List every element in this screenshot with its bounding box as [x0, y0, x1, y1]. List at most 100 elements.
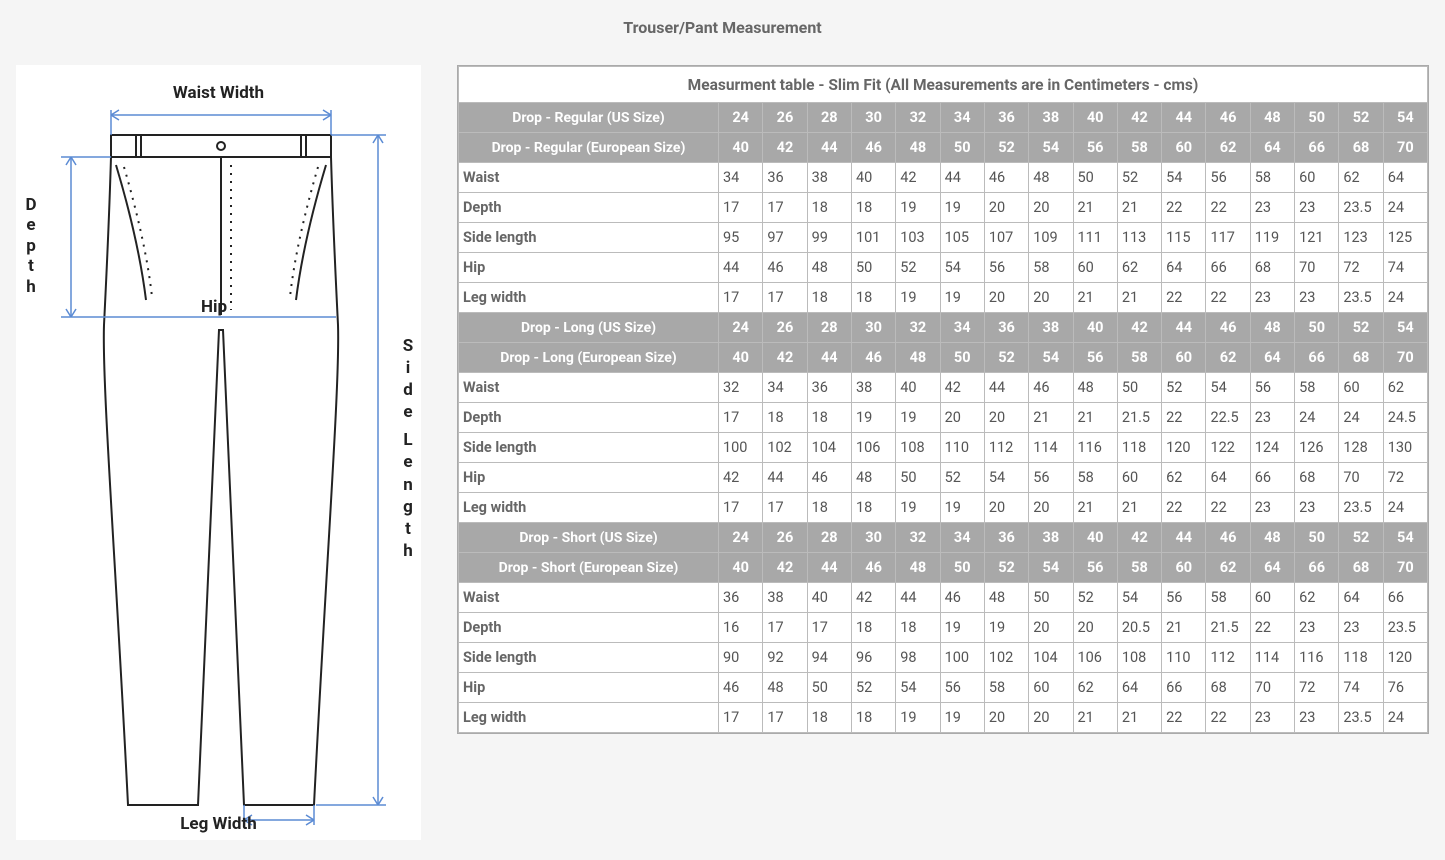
measurement-cell: 72 [1339, 253, 1383, 283]
size-header-label: Drop - Regular (US Size) [459, 103, 719, 133]
measurement-cell: 20 [984, 703, 1028, 733]
measurement-cell: 17 [763, 493, 807, 523]
measurement-cell: 64 [1339, 583, 1383, 613]
measurement-cell: 23 [1250, 193, 1294, 223]
size-header-cell: 62 [1206, 133, 1250, 163]
measurement-cell: 23.5 [1339, 193, 1383, 223]
measurement-cell: 74 [1339, 673, 1383, 703]
measurement-row: Depth17181819192020212121.52222.52324242… [459, 403, 1428, 433]
size-header-cell: 60 [1162, 133, 1206, 163]
size-header-cell: 42 [1117, 313, 1161, 343]
measurement-cell: 23 [1339, 613, 1383, 643]
measurement-cell: 56 [940, 673, 984, 703]
measurement-cell: 72 [1383, 463, 1427, 493]
size-header-cell: 26 [763, 313, 807, 343]
measurement-cell: 22 [1206, 493, 1250, 523]
measurement-cell: 100 [940, 643, 984, 673]
measurement-cell: 72 [1295, 673, 1339, 703]
measurement-label: Depth [459, 193, 719, 223]
size-header-cell: 34 [940, 313, 984, 343]
diagram-label-leg: Leg Width [180, 814, 257, 834]
size-header-row: Drop - Long (US Size)2426283032343638404… [459, 313, 1428, 343]
size-header-cell: 26 [763, 103, 807, 133]
measurement-label: Hip [459, 463, 719, 493]
measurement-cell: 58 [1073, 463, 1117, 493]
measurement-label: Waist [459, 163, 719, 193]
measurement-cell: 17 [719, 283, 763, 313]
measurement-cell: 18 [763, 403, 807, 433]
measurement-cell: 21 [1073, 193, 1117, 223]
measurement-label: Side length [459, 223, 719, 253]
size-header-cell: 56 [1073, 133, 1117, 163]
measurement-label: Side length [459, 433, 719, 463]
size-header-cell: 70 [1383, 343, 1427, 373]
measurement-cell: 107 [984, 223, 1028, 253]
measurement-label: Leg width [459, 283, 719, 313]
measurement-cell: 17 [719, 703, 763, 733]
measurement-cell: 62 [1339, 163, 1383, 193]
measurement-cell: 42 [719, 463, 763, 493]
measurement-row: Side length90929496981001021041061081101… [459, 643, 1428, 673]
measurement-cell: 58 [984, 673, 1028, 703]
measurement-cell: 18 [851, 193, 895, 223]
measurement-cell: 110 [1162, 643, 1206, 673]
measurement-cell: 20 [984, 193, 1028, 223]
size-header-cell: 50 [940, 553, 984, 583]
size-header-cell: 66 [1295, 553, 1339, 583]
size-header-cell: 36 [984, 313, 1028, 343]
measurement-cell: 18 [807, 283, 851, 313]
measurement-cell: 24 [1383, 193, 1427, 223]
size-header-cell: 48 [896, 553, 940, 583]
diagram-label-side: SideLength [401, 335, 415, 562]
size-header-cell: 44 [807, 133, 851, 163]
measurement-cell: 20 [940, 403, 984, 433]
measurement-cell: 54 [984, 463, 1028, 493]
measurement-cell: 44 [984, 373, 1028, 403]
measurement-cell: 62 [1162, 463, 1206, 493]
measurement-cell: 64 [1206, 463, 1250, 493]
measurement-cell: 110 [940, 433, 984, 463]
measurement-cell: 23.5 [1383, 613, 1427, 643]
measurement-cell: 54 [896, 673, 940, 703]
size-header-cell: 34 [940, 103, 984, 133]
size-header-cell: 60 [1162, 343, 1206, 373]
size-header-cell: 52 [1339, 523, 1383, 553]
measurement-cell: 18 [896, 613, 940, 643]
size-header-cell: 68 [1339, 133, 1383, 163]
measurement-cell: 54 [1117, 583, 1161, 613]
measurement-cell: 24 [1295, 403, 1339, 433]
measurement-cell: 128 [1339, 433, 1383, 463]
measurement-cell: 19 [896, 193, 940, 223]
measurement-cell: 48 [1073, 373, 1117, 403]
size-header-cell: 40 [1073, 103, 1117, 133]
measurement-cell: 17 [719, 403, 763, 433]
measurement-cell: 48 [851, 463, 895, 493]
measurement-cell: 92 [763, 643, 807, 673]
measurement-cell: 60 [1029, 673, 1073, 703]
measurement-cell: 58 [1206, 583, 1250, 613]
measurement-cell: 50 [1029, 583, 1073, 613]
measurement-cell: 20 [1029, 493, 1073, 523]
measurement-cell: 23 [1250, 403, 1294, 433]
measurement-cell: 17 [719, 193, 763, 223]
size-header-cell: 66 [1295, 343, 1339, 373]
size-header-cell: 46 [851, 343, 895, 373]
measurement-cell: 66 [1250, 463, 1294, 493]
measurement-cell: 44 [719, 253, 763, 283]
measurement-label: Leg width [459, 703, 719, 733]
size-header-cell: 40 [719, 343, 763, 373]
measurement-cell: 20 [984, 283, 1028, 313]
measurement-row: Hip44464850525456586062646668707274 [459, 253, 1428, 283]
diagram-label-hip: Hip [201, 297, 227, 317]
size-header-cell: 70 [1383, 553, 1427, 583]
measurement-row: Leg width171718181919202021212222232323.… [459, 493, 1428, 523]
measurement-cell: 54 [1206, 373, 1250, 403]
measurement-cell: 64 [1162, 253, 1206, 283]
measurement-cell: 62 [1295, 583, 1339, 613]
measurement-cell: 56 [1162, 583, 1206, 613]
measurement-cell: 64 [1117, 673, 1161, 703]
measurement-cell: 66 [1162, 673, 1206, 703]
size-header-cell: 58 [1117, 133, 1161, 163]
size-header-cell: 36 [984, 103, 1028, 133]
measurement-cell: 38 [763, 583, 807, 613]
